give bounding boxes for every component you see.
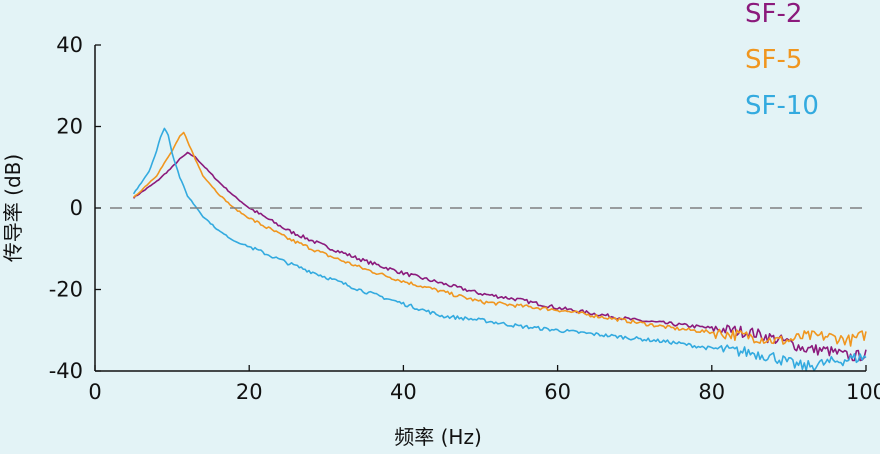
y-tick-label: 0 [70,196,83,220]
y-tick-label: -40 [49,359,83,383]
x-tick-label: 60 [544,380,571,404]
legend-label-sf-2: SF-2 [745,0,802,29]
x-axis-label: 频率 (Hz) [394,425,482,449]
y-tick-label: 40 [56,33,83,57]
x-tick-label: 0 [88,380,101,404]
x-tick-label: 40 [390,380,417,404]
legend-label-sf-5: SF-5 [745,45,802,75]
series-layer [132,127,867,372]
y-tick-label: -20 [49,278,83,302]
series-line-sf-10 [132,127,867,372]
series-line-sf-5 [133,131,867,347]
legend-label-sf-10: SF-10 [745,91,819,121]
x-tick-label: 100 [846,380,880,404]
series-line-sf-2 [132,151,867,362]
ticks-layer: 0 20 40 60 80 100 -40 -20 0 20 40 [49,33,880,404]
y-tick-label: 20 [56,115,83,139]
x-tick-label: 80 [698,380,725,404]
y-axis-label: 传导率 (dB) [1,154,25,262]
legend: SF-2 SF-5 SF-10 [745,0,819,121]
x-tick-label: 20 [236,380,263,404]
